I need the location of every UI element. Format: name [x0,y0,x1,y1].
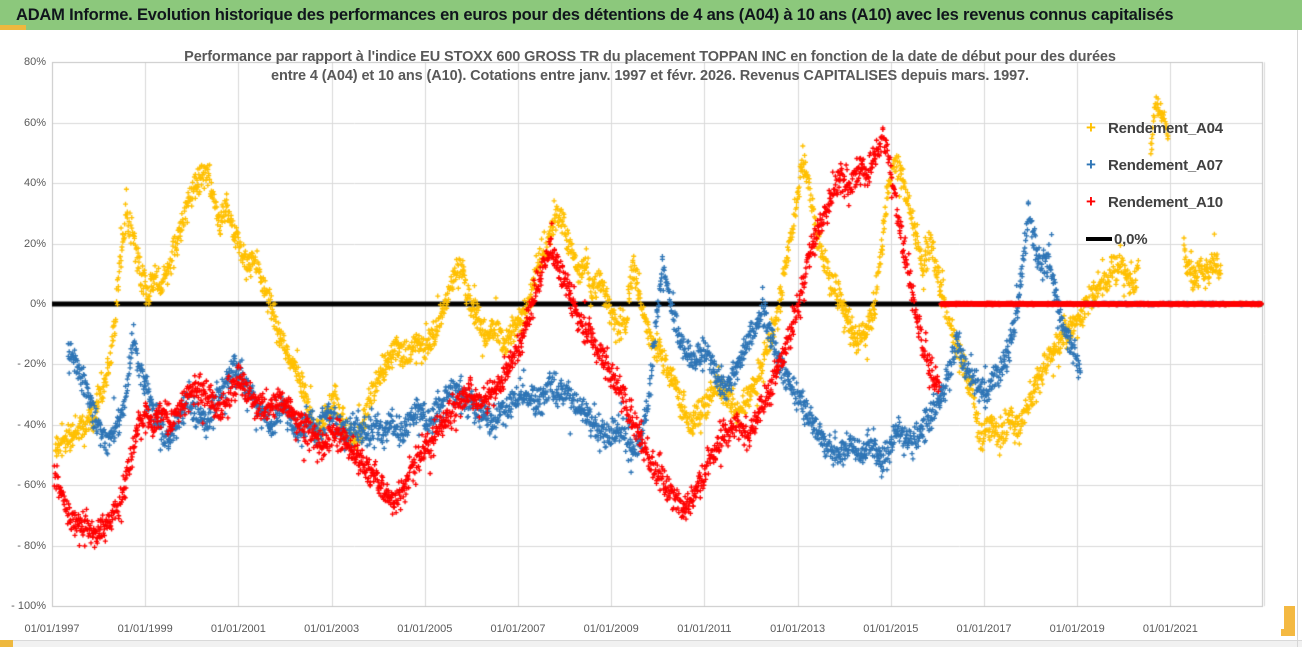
x-axis-tick-label: 01/01/2001 [210,623,266,636]
page-right-border [1297,30,1298,647]
footer-strip [0,640,1302,647]
y-axis-tick-label: 60% [23,116,46,129]
x-axis-tick-label: 01/01/2015 [863,623,919,636]
x-axis-tick-label: 01/01/2017 [956,623,1012,636]
y-axis-tick-label: 0% [30,298,46,310]
legend-label: Rendement_A10 [1108,193,1223,211]
legend-label: 0,0% [1114,230,1148,248]
x-axis-tick-label: 01/01/2007 [490,623,546,636]
x-axis-tick-label: 01/01/2005 [397,623,453,636]
gold-accent-bottom-right-horizontal [1281,629,1295,636]
x-axis-tick-label: 01/01/2011 [677,623,732,636]
chart-title-line2: entre 4 (A04) et 10 ans (A10). Cotations… [271,68,1029,84]
y-axis-tick-label: - 100% [11,600,46,613]
x-axis-tick-label: 01/01/2019 [1049,623,1105,636]
gold-accent-bottom-right-vertical [1284,606,1295,633]
y-axis-tick-label: - 40% [17,418,46,431]
chart-title-line1: Performance par rapport à l'indice EU ST… [184,49,1116,65]
legend-plus-marker-icon: + [1086,118,1096,137]
y-axis-tick-label: 80% [23,56,46,69]
x-axis-tick-label: 01/01/2009 [583,623,639,636]
legend-item: + Rendement_A04 [1086,118,1223,138]
gold-accent-bottom-left [0,640,13,647]
x-axis-tick-label: 01/01/2003 [304,623,360,636]
x-axis-tick-label: 01/01/2021 [1142,623,1198,636]
legend-zero-line-icon [1086,237,1112,241]
y-axis-tick-label: - 80% [17,539,46,552]
legend-item: + Rendement_A10 [1086,192,1223,212]
y-axis-tick-label: 40% [23,177,46,190]
legend-item: + Rendement_A07 [1086,155,1223,175]
legend-label: Rendement_A04 [1108,119,1223,137]
legend-item-zero-line: 0,0% [1086,229,1148,249]
y-axis-tick-label: - 20% [17,358,46,371]
y-axis-tick-label: - 60% [17,479,46,492]
chart-title: Performance par rapport à l'indice EU ST… [100,48,1200,86]
x-axis-tick-label: 01/01/1997 [24,623,80,636]
x-axis-tick-label: 01/01/2013 [770,623,826,636]
x-axis-tick-label: 01/01/1999 [117,623,173,636]
legend-plus-marker-icon: + [1086,192,1096,211]
y-axis-tick-label: 20% [23,237,46,250]
legend-plus-marker-icon: + [1086,155,1096,174]
legend-label: Rendement_A07 [1108,156,1223,174]
